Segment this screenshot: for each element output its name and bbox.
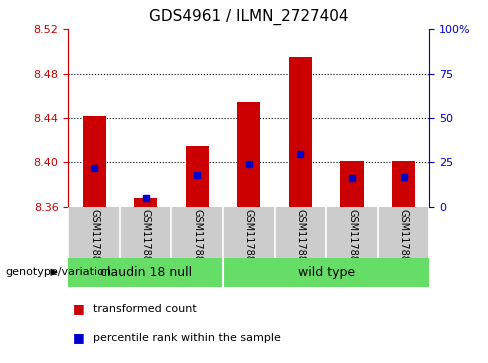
Text: wild type: wild type <box>298 266 355 279</box>
Text: GSM1178812: GSM1178812 <box>141 209 151 275</box>
Text: GSM1178811: GSM1178811 <box>89 209 99 274</box>
Title: GDS4961 / ILMN_2727404: GDS4961 / ILMN_2727404 <box>149 9 348 25</box>
Bar <box>341 161 364 207</box>
Bar <box>237 102 261 207</box>
Bar <box>289 57 312 207</box>
Text: percentile rank within the sample: percentile rank within the sample <box>93 333 281 343</box>
Text: GSM1178813: GSM1178813 <box>192 209 203 274</box>
Text: GSM1178816: GSM1178816 <box>347 209 357 274</box>
Bar <box>134 198 157 207</box>
Text: ■: ■ <box>73 331 85 344</box>
Text: claudin 18 null: claudin 18 null <box>100 266 192 279</box>
Text: GSM1178817: GSM1178817 <box>399 209 408 275</box>
Text: GSM1178814: GSM1178814 <box>244 209 254 274</box>
Text: ■: ■ <box>73 302 85 315</box>
Text: genotype/variation: genotype/variation <box>5 267 111 277</box>
Bar <box>186 146 209 207</box>
Bar <box>82 116 106 207</box>
Text: GSM1178815: GSM1178815 <box>295 209 305 275</box>
Text: transformed count: transformed count <box>93 303 197 314</box>
Bar <box>392 161 415 207</box>
